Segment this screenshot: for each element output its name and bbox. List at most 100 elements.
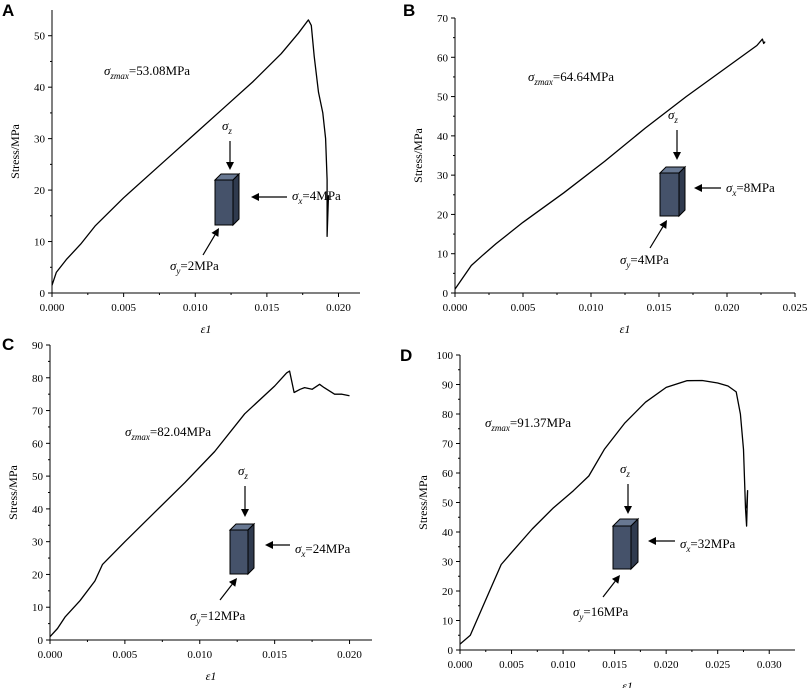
specimen-cube <box>228 522 256 576</box>
sigma-subscript: z <box>625 469 630 479</box>
specimen-cube <box>213 172 241 227</box>
x-tick-label: 0.005 <box>511 302 536 314</box>
sigma-symbol: σ <box>528 69 535 84</box>
sigma-x-label: σx=8MPa <box>726 180 775 198</box>
y-tick-label: 10 <box>442 616 454 628</box>
series-line-stress-strain <box>49 370 350 638</box>
x-tick-label: 0.000 <box>448 659 473 671</box>
sigma-subscript: zmax <box>109 71 129 81</box>
panel-letter: D <box>400 346 412 365</box>
x-tick-label: 0.030 <box>757 659 782 671</box>
sigma-subscript: y <box>578 612 583 622</box>
x-axis-title: ε1 <box>620 322 631 336</box>
y-tick-label: 20 <box>34 185 46 197</box>
sigma-x-label: σx=4MPa <box>292 188 341 206</box>
y-tick-label: 60 <box>32 438 44 450</box>
sigma-x-arrow <box>694 184 721 192</box>
y-tick-label: 50 <box>34 31 46 43</box>
sigma-y-arrow <box>202 228 219 256</box>
x-tick-label: 0.020 <box>326 302 351 314</box>
sigma-subscript: zmax <box>533 77 553 87</box>
series-line-stress-strain <box>51 19 330 286</box>
sigma-value: =32MPa <box>690 536 735 551</box>
y-tick-label: 60 <box>442 468 454 480</box>
sigma-symbol: σ <box>726 180 733 195</box>
chart-panel-b: B 0 10 20 30 40 50 60 70 0.000 0.005 0.010 0.015 0.02… <box>403 1 808 336</box>
y-tick-label: 70 <box>32 406 44 418</box>
x-axis-title: ε1 <box>622 679 633 688</box>
sigma-y-label: σy=4MPa <box>620 252 669 270</box>
cube-side-face <box>630 517 639 571</box>
sigma-symbol: σ <box>238 463 245 478</box>
x-tick-label: 0.005 <box>111 302 136 314</box>
x-tick-label: 0.015 <box>255 302 280 314</box>
y-axis-title: Stress/MPa <box>8 123 22 178</box>
x-tick-label: 0.005 <box>113 649 138 661</box>
y-tick-label: 0 <box>38 635 44 647</box>
sigma-value: =16MPa <box>583 604 628 619</box>
sigma-symbol: σ <box>668 107 675 122</box>
sigma-subscript: zmax <box>130 432 150 442</box>
sigma-symbol: σ <box>190 608 197 623</box>
y-axis-title: Stress/MPa <box>411 127 425 182</box>
y-tick-label: 30 <box>32 537 44 549</box>
sigma-value: =4MPa <box>302 188 341 203</box>
sigma-z-label: σz <box>620 461 630 479</box>
sigma-value: =82.04MPa <box>150 424 211 439</box>
series-line-stress-strain <box>454 38 766 290</box>
peak-stress-label: σzmax=82.04MPa <box>125 424 211 442</box>
sigma-value: =8MPa <box>736 180 775 195</box>
sigma-value: =53.08MPa <box>129 63 190 78</box>
sigma-y-label: σy=12MPa <box>190 608 246 626</box>
x-axis-title: ε1 <box>206 669 217 683</box>
y-tick-label: 30 <box>442 557 454 569</box>
y-tick-label: 40 <box>437 131 449 143</box>
sigma-x-label: σx=24MPa <box>295 541 351 559</box>
sigma-x-label: σx=32MPa <box>680 536 736 554</box>
chart-panel-c: C 0 10 20 30 40 50 60 70 80 90 0.000 0.005 0.010 0.015… <box>2 335 372 683</box>
y-tick-label: 70 <box>437 13 449 25</box>
sigma-symbol: σ <box>292 188 299 203</box>
y-tick-label: 0 <box>443 288 449 300</box>
x-tick-label: 0.020 <box>654 659 679 671</box>
x-tick-label: 0.015 <box>647 302 672 314</box>
sigma-z-label: σz <box>222 118 232 136</box>
sigma-symbol: σ <box>573 604 580 619</box>
y-tick-label: 0 <box>448 645 454 657</box>
specimen-cube <box>658 165 687 218</box>
x-tick-label: 0.000 <box>40 302 65 314</box>
y-tick-label: 50 <box>32 471 44 483</box>
sigma-y-arrow <box>602 575 620 598</box>
x-tick-label: 0.015 <box>262 649 287 661</box>
y-axis-title: Stress/MPa <box>6 464 20 519</box>
sigma-value: =24MPa <box>305 541 350 556</box>
sigma-value: =2MPa <box>180 258 219 273</box>
x-tick-label: 0.020 <box>337 649 362 661</box>
panel-letter: A <box>2 1 14 20</box>
sigma-symbol: σ <box>295 541 302 556</box>
y-tick-label: 10 <box>32 602 44 614</box>
x-tick-label: 0.020 <box>715 302 740 314</box>
cube-side-face <box>247 522 255 576</box>
x-tick-label: 0.015 <box>602 659 627 671</box>
sigma-subscript: zmax <box>490 423 510 433</box>
sigma-symbol: σ <box>485 415 492 430</box>
sigma-x-arrow <box>265 541 290 549</box>
x-tick-label: 0.000 <box>443 302 468 314</box>
y-tick-label: 20 <box>442 586 454 598</box>
sigma-subscript: x <box>297 196 302 206</box>
chart-panel-d: D 0 10 20 30 40 50 60 70 80 90 100 0.000 0.005 0.010 0.… <box>400 346 795 688</box>
y-tick-label: 0 <box>40 288 46 300</box>
y-tick-label: 60 <box>437 52 449 64</box>
chart-panel-a: A 0 10 20 30 40 50 0.000 0.005 0.010 0.015 0.020 Str… <box>2 1 360 336</box>
y-tick-label: 20 <box>437 209 449 221</box>
sigma-z-arrow <box>624 484 632 514</box>
sigma-y-arrow <box>649 220 667 249</box>
sigma-subscript: x <box>731 188 736 198</box>
y-tick-label: 70 <box>442 439 454 451</box>
peak-stress-label: σzmax=64.64MPa <box>528 69 614 87</box>
sigma-subscript: y <box>195 616 200 626</box>
y-tick-label: 50 <box>437 92 449 104</box>
y-tick-label: 40 <box>34 82 46 94</box>
